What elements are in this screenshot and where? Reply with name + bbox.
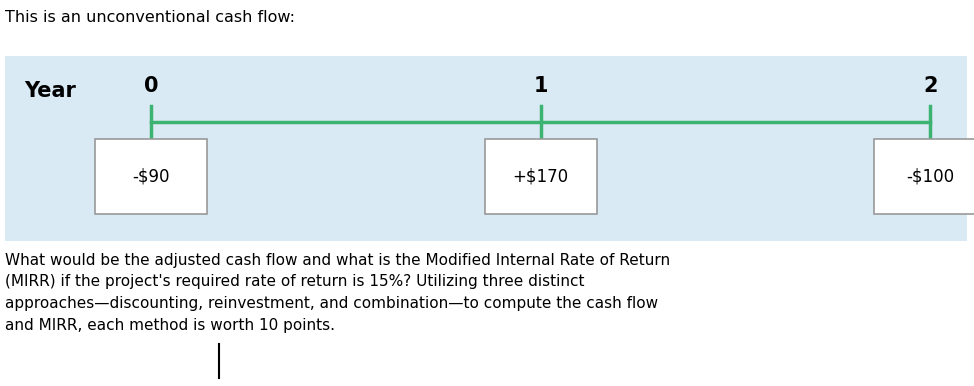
- Text: 0: 0: [144, 76, 158, 96]
- Bar: [485, 139, 596, 214]
- Text: 1: 1: [534, 76, 547, 96]
- Bar: [5, 56, 967, 241]
- Text: What would be the adjusted cash flow and what is the Modified Internal Rate of R: What would be the adjusted cash flow and…: [5, 253, 670, 333]
- Text: Year: Year: [24, 81, 76, 101]
- Bar: [875, 139, 974, 214]
- Text: -$100: -$100: [906, 168, 955, 186]
- Text: 2: 2: [923, 76, 937, 96]
- Bar: [95, 139, 207, 214]
- Text: -$90: -$90: [132, 168, 169, 186]
- Text: +$170: +$170: [512, 168, 569, 186]
- Text: This is an unconventional cash flow:: This is an unconventional cash flow:: [5, 10, 295, 25]
